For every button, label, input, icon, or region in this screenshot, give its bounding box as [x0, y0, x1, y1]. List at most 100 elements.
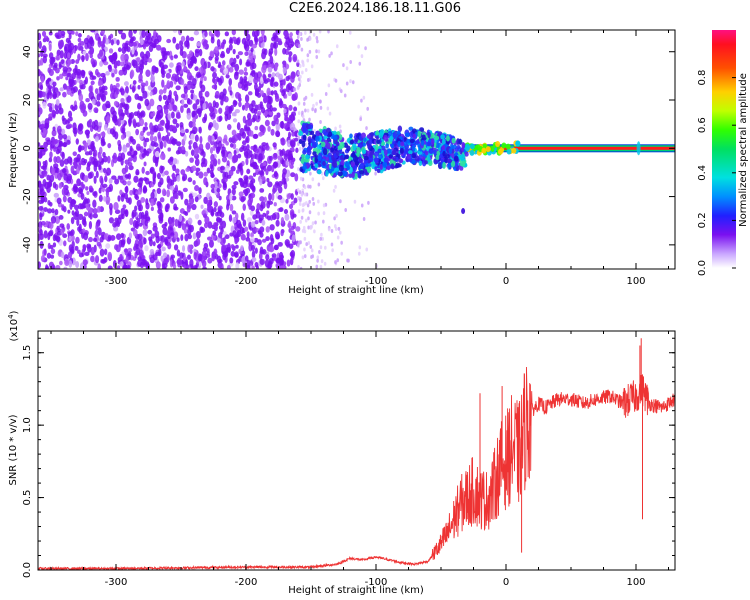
x-tick-label: -300 [105, 577, 128, 588]
signal-blob [363, 155, 369, 161]
noise-blob [112, 222, 118, 228]
noise-blob [258, 132, 263, 137]
noise-blob [286, 193, 291, 200]
noise-blob [172, 30, 178, 34]
noise-blob [40, 195, 45, 204]
noise-blob [113, 100, 119, 107]
noise-blob [77, 37, 82, 43]
noise-blob [83, 175, 89, 183]
sparse-noise-blob [349, 60, 352, 65]
signal-blob [454, 147, 459, 153]
sparse-noise-blob [331, 248, 334, 253]
y-tick-label: -40 [22, 237, 33, 253]
noise-blob [180, 105, 184, 114]
signal-blob [304, 128, 309, 135]
noise-blob [96, 101, 101, 107]
signal-blob [369, 151, 373, 159]
sparse-noise-blob [309, 244, 313, 249]
noise-blob [195, 171, 199, 176]
signal-blob [383, 157, 389, 163]
noise-blob [145, 198, 149, 206]
noise-blob [262, 212, 267, 217]
noise-blob [137, 256, 142, 261]
noise-blob [55, 98, 60, 106]
signal-blob [385, 143, 389, 149]
noise-blob [112, 115, 117, 121]
noise-blob [286, 259, 291, 267]
noise-blob [142, 90, 148, 99]
noise-blob [279, 254, 285, 260]
carrier-blob [465, 143, 471, 150]
signal-blob [411, 153, 417, 159]
noise-blob [244, 51, 249, 56]
signal-blob [415, 139, 420, 145]
noise-blob [128, 232, 133, 240]
noise-blob [108, 48, 114, 54]
noise-blob [115, 82, 120, 88]
noise-blob [153, 142, 159, 148]
noise-blob [243, 75, 248, 81]
noise-blob [107, 142, 112, 149]
noise-blob [136, 57, 141, 63]
noise-blob [242, 140, 247, 146]
noise-blob [63, 173, 68, 181]
noise-blob [138, 118, 145, 127]
noise-blob [111, 85, 117, 91]
noise-blob [277, 185, 283, 194]
sparse-noise-blob [318, 249, 321, 254]
noise-blob [252, 172, 257, 177]
noise-blob [287, 131, 292, 139]
snr-panel: -300 -200 -100 0 100 0.0 0.5 1.0 1.5 Height of s… [7, 310, 676, 596]
signal-blob [325, 169, 329, 177]
sparse-noise-blob [333, 224, 337, 229]
signal-blob [306, 146, 311, 153]
noise-blob [288, 228, 292, 233]
noise-blob [213, 46, 219, 54]
noise-blob [42, 163, 47, 171]
noise-blob [105, 167, 112, 176]
signal-blob [356, 146, 361, 154]
x-tick-label: 100 [626, 276, 645, 287]
noise-blob [245, 187, 251, 194]
noise-blob [62, 142, 68, 148]
sparse-noise-blob [308, 199, 311, 204]
noise-blob [141, 30, 146, 39]
noise-blob [97, 205, 101, 213]
noise-blob [130, 36, 135, 42]
signal-blob [315, 135, 320, 142]
noise-blob [143, 177, 148, 182]
noise-blob [169, 98, 175, 105]
sparse-noise-blob [299, 74, 302, 79]
noise-blob [186, 41, 190, 50]
noise-blob [275, 219, 280, 227]
noise-blob [168, 94, 172, 100]
noise-blob [180, 234, 184, 241]
signal-blob [379, 163, 384, 171]
noise-blob [97, 263, 101, 269]
signal-blob [381, 141, 385, 146]
signal-blob [447, 158, 453, 164]
noise-blob [200, 227, 206, 233]
carrier-blob [469, 143, 475, 150]
x-tick-label: -200 [235, 276, 258, 287]
noise-blob [186, 254, 192, 260]
noise-blob [190, 93, 194, 100]
signal-blob [453, 155, 459, 162]
noise-blob [212, 145, 216, 151]
noise-blob [68, 260, 73, 268]
signal-blob [428, 148, 434, 154]
noise-blob [280, 216, 285, 225]
noise-blob [261, 65, 267, 74]
sparse-noise-blob [344, 207, 347, 212]
noise-blob [192, 116, 197, 124]
signal-blob [314, 158, 318, 163]
noise-blob [268, 192, 272, 201]
noise-blob [180, 35, 186, 42]
sparse-noise-blob [299, 196, 302, 201]
noise-blob [198, 171, 204, 179]
noise-blob [125, 256, 129, 265]
noise-blob [234, 253, 239, 258]
noise-blob [92, 237, 98, 242]
noise-blob [230, 244, 235, 249]
